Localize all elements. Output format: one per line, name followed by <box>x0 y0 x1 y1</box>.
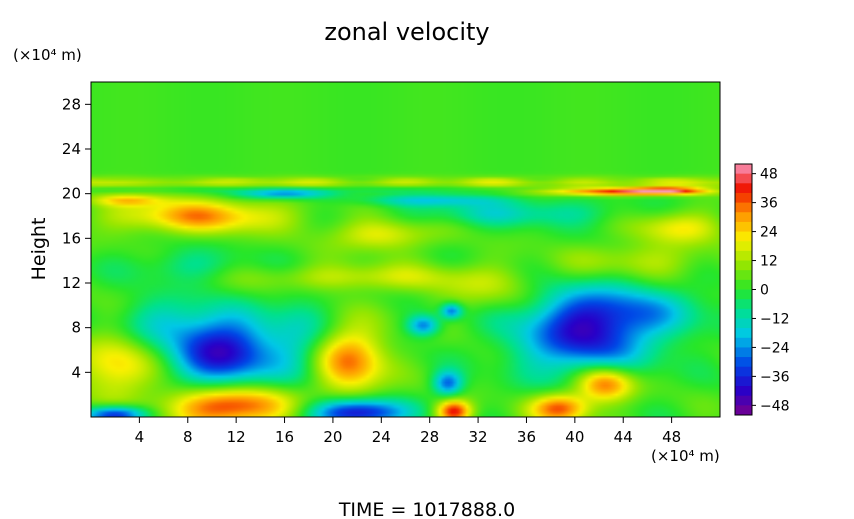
x-axis-unit-label: (×10⁴ m) <box>651 447 720 465</box>
y-axis-unit-label: (×10⁴ m) <box>13 46 82 64</box>
y-tick-label: 24 <box>62 140 81 158</box>
time-label: TIME = 1017888.0 <box>338 499 515 519</box>
colorbar-segment <box>735 260 752 271</box>
colorbar-segment <box>735 231 752 242</box>
y-tick-label: 8 <box>71 319 81 337</box>
colorbar-segment <box>735 183 752 194</box>
colorbar-segment <box>735 250 752 262</box>
x-tick-label: 36 <box>517 428 536 446</box>
colorbar-tick-label: −48 <box>760 398 790 414</box>
colorbar-segment <box>735 366 752 377</box>
colorbar-segment <box>735 212 752 223</box>
colorbar-segment <box>735 289 752 300</box>
x-axis: 4 8 12 16 20 24 28 32 36 40 44 48 <box>135 417 681 446</box>
y-tick-label: 4 <box>71 363 81 381</box>
plot-frame <box>90 81 721 418</box>
plot-area <box>90 81 721 418</box>
colorbar-tick-label: 48 <box>760 167 778 183</box>
chart-title: zonal velocity <box>324 18 489 46</box>
x-tick-label: 12 <box>227 428 246 446</box>
colorbar-segment <box>735 405 752 416</box>
y-axis-label: Height <box>28 218 50 281</box>
x-tick-label: 32 <box>469 428 488 446</box>
y-axis: 4 8 12 16 20 24 28 <box>62 95 91 381</box>
x-tick-label: 44 <box>614 428 633 446</box>
colorbar-segment <box>735 395 752 406</box>
colorbar-segment <box>735 202 752 213</box>
colorbar-segment <box>735 357 752 368</box>
colorbar-segment <box>735 376 752 387</box>
velocity-heatmap <box>91 82 720 417</box>
colorbar-tick-label: 36 <box>760 196 778 212</box>
x-tick-label: 24 <box>372 428 391 446</box>
colorbar-segment <box>735 299 752 310</box>
x-tick-label: 20 <box>323 428 342 446</box>
y-tick-label: 20 <box>62 185 81 203</box>
colorbar-tick-label: −24 <box>760 340 790 356</box>
colorbar-tick-label: 24 <box>760 225 778 241</box>
colorbar-segment <box>735 328 752 339</box>
x-tick-label: 48 <box>662 428 681 446</box>
colorbar-tick-label: −12 <box>760 311 790 327</box>
colorbar-segment <box>735 173 752 184</box>
x-tick-label: 28 <box>420 428 439 446</box>
y-tick-label: 16 <box>62 229 81 247</box>
colorbar-segment <box>735 386 752 397</box>
y-tick-label: 12 <box>62 274 81 292</box>
colorbar-tick-label: −36 <box>760 369 790 385</box>
x-tick-label: 16 <box>275 428 294 446</box>
y-tick-label: 28 <box>62 95 81 113</box>
x-tick-label: 40 <box>565 428 584 446</box>
colorbar-tick-label: 0 <box>760 283 769 299</box>
colorbar-segment <box>735 221 752 233</box>
colorbar-tick-label: 12 <box>760 254 778 270</box>
colorbar-segment <box>735 164 752 175</box>
colorbar-segment <box>735 270 752 281</box>
x-tick-label: 8 <box>183 428 193 446</box>
colorbar-segment <box>735 318 752 329</box>
colorbar-segment <box>735 337 752 348</box>
x-tick-label: 4 <box>135 428 145 446</box>
colorbar-segment <box>735 308 752 319</box>
colorbar-segment <box>735 241 752 252</box>
colorbar-segment <box>735 347 752 358</box>
colorbar-segment <box>735 279 752 290</box>
colorbar: 48 36 24 12 0 −12 −24 −36 −48 <box>734 163 790 416</box>
colorbar-segment <box>735 192 752 204</box>
